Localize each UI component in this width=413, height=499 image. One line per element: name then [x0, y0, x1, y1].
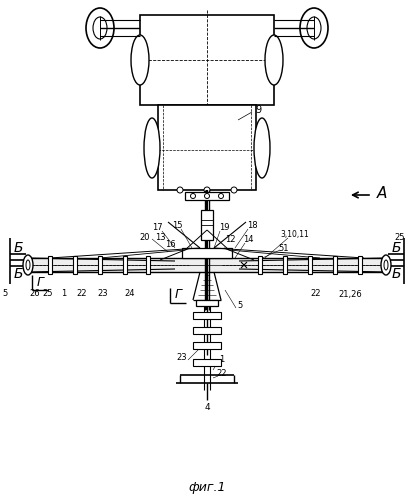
Ellipse shape [23, 255, 33, 275]
Ellipse shape [86, 8, 114, 48]
Text: 26: 26 [30, 289, 40, 298]
Bar [357, 256, 361, 274]
Text: 5: 5 [237, 300, 242, 309]
Ellipse shape [177, 187, 183, 193]
Ellipse shape [190, 194, 195, 199]
Bar [28, 258, 385, 272]
Text: 20: 20 [140, 234, 150, 243]
Bar [192, 312, 221, 319]
Text: 15: 15 [171, 222, 182, 231]
Text: 23: 23 [97, 289, 108, 298]
Bar [192, 359, 221, 366]
Text: 51: 51 [278, 244, 289, 252]
Ellipse shape [254, 118, 269, 178]
Text: 13: 13 [154, 234, 165, 243]
Text: 23: 23 [176, 353, 187, 362]
Ellipse shape [93, 17, 107, 39]
Text: Г: Г [36, 275, 43, 288]
Bar [307, 256, 311, 274]
Text: 1: 1 [61, 289, 66, 298]
Bar [48, 256, 52, 274]
Text: 25: 25 [394, 234, 404, 243]
Text: 19: 19 [218, 224, 229, 233]
Text: 22: 22 [216, 369, 227, 379]
Bar [185, 192, 228, 200]
Text: 1: 1 [219, 355, 224, 364]
Bar [201, 210, 212, 240]
Text: 22: 22 [76, 289, 87, 298]
Bar [192, 327, 221, 334]
Bar [282, 256, 286, 274]
Text: 17: 17 [151, 224, 162, 233]
Text: Б: Б [390, 267, 400, 281]
Ellipse shape [264, 35, 282, 85]
Ellipse shape [204, 187, 209, 193]
Bar [146, 256, 150, 274]
Ellipse shape [299, 8, 327, 48]
Text: 9: 9 [254, 105, 261, 115]
Ellipse shape [144, 118, 159, 178]
Text: 21,26: 21,26 [337, 289, 361, 298]
Bar [73, 256, 77, 274]
Text: 18: 18 [246, 222, 257, 231]
Ellipse shape [26, 260, 30, 270]
Text: 5: 5 [2, 289, 7, 298]
Text: 24: 24 [124, 289, 135, 298]
Ellipse shape [230, 187, 236, 193]
Text: Б: Б [13, 241, 23, 255]
Text: 4: 4 [204, 404, 209, 413]
Bar [98, 256, 102, 274]
Text: Б: Б [13, 267, 23, 281]
Ellipse shape [131, 35, 149, 85]
Ellipse shape [306, 17, 320, 39]
Ellipse shape [383, 260, 387, 270]
Bar [182, 248, 231, 258]
Text: 16: 16 [164, 240, 175, 249]
Bar [140, 15, 273, 105]
Text: Г: Г [174, 288, 181, 301]
Bar [123, 256, 127, 274]
Text: 22: 22 [310, 289, 320, 298]
Bar [257, 256, 261, 274]
Text: 12: 12 [224, 236, 235, 245]
Text: 25: 25 [43, 289, 53, 298]
Ellipse shape [204, 194, 209, 199]
Text: 3,10,11: 3,10,11 [280, 230, 309, 239]
Bar [195, 300, 218, 306]
Ellipse shape [380, 255, 390, 275]
Bar [192, 342, 221, 349]
Text: А: А [376, 186, 386, 201]
Ellipse shape [218, 194, 223, 199]
Bar [158, 105, 255, 190]
Text: фиг.1: фиг.1 [188, 482, 225, 495]
Text: 14: 14 [242, 236, 253, 245]
Bar [332, 256, 336, 274]
Text: Б: Б [390, 241, 400, 255]
